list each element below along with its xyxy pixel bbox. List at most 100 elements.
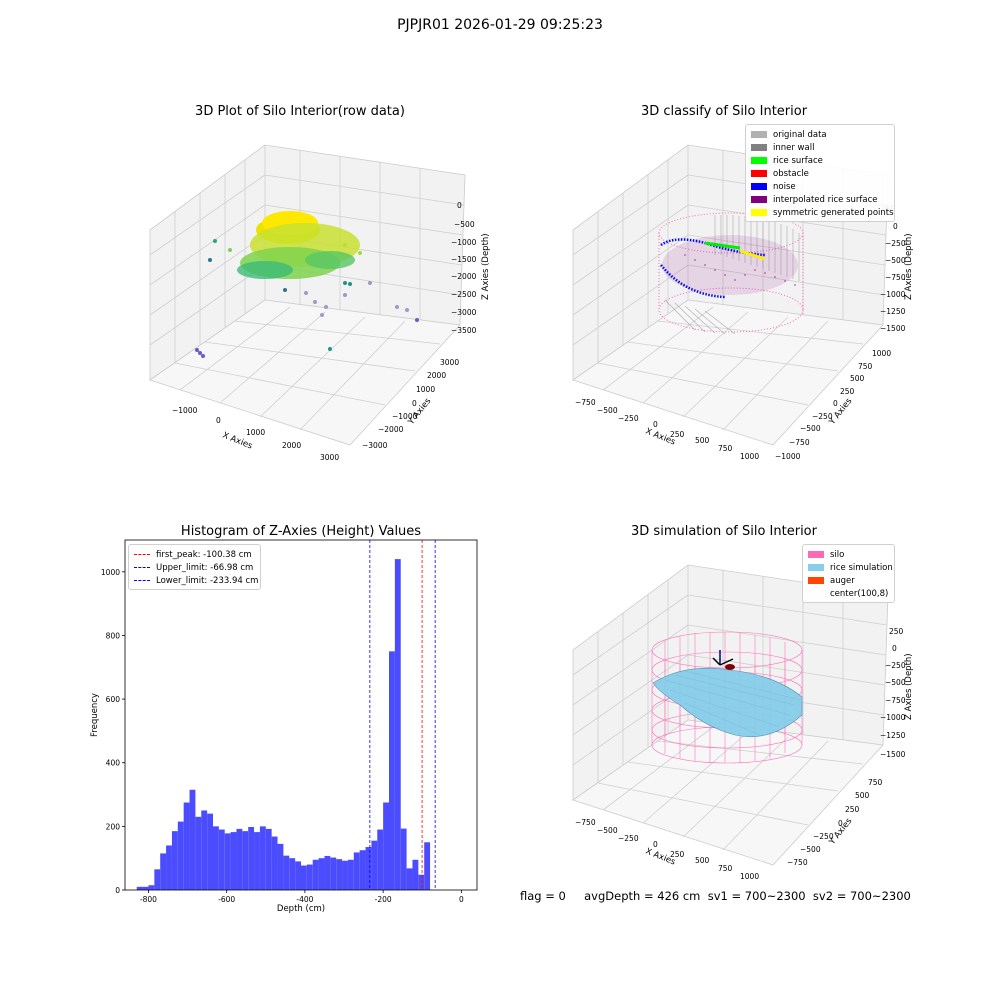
histogram-bar — [342, 860, 348, 890]
raw-zlabel: Z Axies (Depth) — [481, 233, 491, 300]
simulation-ztick-4: −750 — [885, 696, 906, 705]
simulation-legend-label: center(100,8) — [830, 588, 889, 599]
histogram-bar — [301, 865, 307, 890]
simulation-rice-surface — [652, 667, 803, 738]
classify-legend-label: inner wall — [773, 142, 815, 153]
classify-ztick-1: 0 — [893, 222, 898, 231]
histogram-plot: -800 -600 -400 -200 0 0 200 400 600 800 1000 Dept… — [90, 539, 478, 914]
simulation-legend-label: auger — [830, 575, 855, 586]
classify-legend-item: rice surface — [751, 154, 889, 167]
classify-ytick-2: −500 — [800, 424, 821, 433]
histogram-bar — [377, 829, 384, 890]
classify-ztick-6: −1250 — [880, 307, 906, 316]
histogram-bar — [383, 802, 389, 890]
histogram-legend-label: Upper_limit: -66.98 cm — [156, 562, 254, 573]
histogram-bar — [365, 847, 372, 890]
histogram-bar — [359, 850, 366, 890]
raw-ytick-2: −1000 — [392, 412, 418, 421]
classify-legend-item: noise — [751, 180, 889, 193]
classify-ztick-2: −250 — [885, 239, 906, 248]
figure-title: PJPJR01 2026-01-29 09:25:23 — [397, 17, 603, 33]
classify-legend-item: obstacle — [751, 167, 889, 180]
histogram-legend-line — [134, 567, 150, 568]
histogram-bar — [353, 852, 360, 890]
histogram-bar — [236, 828, 243, 890]
histogram-xlabel: Depth (cm) — [277, 904, 325, 914]
simulation-legend: silo rice simulation auger center(100,8) — [802, 544, 895, 603]
classify-legend-swatch — [751, 183, 767, 190]
histogram-bars — [136, 559, 431, 890]
simulation-plot-title: 3D simulation of Silo Interior — [631, 524, 817, 539]
raw-ztick-7: −3500 — [451, 326, 477, 335]
histogram-x-tick-label: -200 — [375, 895, 392, 904]
classify-silo-cloud — [658, 212, 804, 335]
raw-xtick-0: −1000 — [172, 406, 198, 415]
histogram-bar — [330, 857, 337, 890]
classify-xtick-0: −750 — [575, 398, 596, 407]
status-footer: flag = 0 avgDepth = 426 cm sv1 = 700~230… — [520, 889, 911, 903]
classify-xtick-4: 250 — [670, 430, 685, 439]
histogram-x-tick-label: 0 — [459, 895, 464, 904]
simulation-legend-label: rice simulation — [830, 562, 893, 573]
histogram-bar — [148, 885, 155, 890]
histogram-bar — [254, 832, 260, 890]
raw-xtick-4: 3000 — [320, 453, 339, 462]
histogram-bar — [230, 832, 237, 890]
classify-plot-title: 3D classify of Silo Interior — [640, 104, 808, 119]
classify-ytick-7: 750 — [858, 362, 873, 371]
classify-legend-item: symmetric generated points — [751, 206, 894, 219]
histogram-bar — [424, 842, 431, 890]
simulation-xtick-4: 250 — [670, 850, 685, 859]
histogram-bar — [183, 802, 190, 890]
histogram-legend-line — [134, 580, 150, 581]
simulation-3d-plot: −750 −500 −250 0 250 500 750 1000 −750 −… — [572, 564, 914, 881]
classify-legend-swatch — [751, 131, 767, 138]
histogram-bar — [318, 858, 325, 890]
histogram-bar — [224, 833, 231, 890]
histogram-legend-item: Lower_limit: -233.94 cm — [134, 574, 258, 587]
histogram-bar — [347, 859, 354, 890]
raw-ytick-5: 2000 — [427, 371, 446, 380]
simulation-ztick-7: −1500 — [880, 750, 906, 759]
simulation-legend-swatch — [808, 577, 824, 584]
histogram-y-tick-label: 200 — [106, 822, 121, 831]
simulation-ytick-5: 500 — [855, 791, 870, 800]
histogram-bar — [371, 840, 378, 890]
simulation-auger — [712, 650, 735, 670]
simulation-legend-item: silo — [808, 548, 889, 561]
histogram-bar — [189, 789, 196, 890]
simulation-xtick-0: −750 — [575, 818, 596, 827]
histogram-x-ticks: -800 -600 -400 -200 0 — [140, 890, 464, 904]
classify-xtick-6: 750 — [718, 444, 733, 453]
classify-xtick-7: 1000 — [740, 452, 759, 461]
histogram-y-tick-label: 400 — [106, 759, 121, 768]
simulation-legend-item: auger — [808, 574, 889, 587]
classify-ztick-4: −750 — [885, 273, 906, 282]
histogram-bar — [412, 859, 419, 890]
histogram-y-ticks: 0 200 400 600 800 1000 — [101, 568, 125, 895]
classify-legend-item: interpolated rice surface — [751, 193, 889, 206]
histogram-legend-label: first_peak: -100.38 cm — [156, 549, 252, 560]
classify-xtick-1: −500 — [597, 406, 618, 415]
raw-xtick-2: 1000 — [246, 428, 265, 437]
classify-legend-label: interpolated rice surface — [773, 194, 878, 205]
simulation-legend-item: center(100,8) — [808, 587, 889, 600]
classify-ytick-3: −250 — [812, 412, 833, 421]
classify-legend-swatch — [751, 144, 767, 151]
raw-ytick-3: 0 — [412, 399, 417, 408]
histogram-bar — [259, 826, 266, 890]
histogram-bar — [248, 827, 255, 890]
simulation-xtick-2: −250 — [618, 834, 639, 843]
classify-legend-label: noise — [773, 181, 796, 192]
histogram-bar — [306, 864, 313, 890]
classify-ztick-5: −1000 — [880, 290, 906, 299]
histogram-y-tick-label: 800 — [106, 631, 121, 640]
raw-ytick-1: −2000 — [378, 425, 404, 434]
classify-ytick-1: −750 — [789, 438, 810, 447]
classify-legend-label: rice surface — [773, 155, 823, 166]
classify-xtick-5: 500 — [695, 436, 710, 445]
simulation-legend-swatch — [808, 564, 824, 571]
histogram-bar — [394, 559, 401, 890]
histogram-bar — [218, 829, 225, 890]
histogram-title: Histogram of Z-Axies (Height) Values — [180, 524, 422, 539]
